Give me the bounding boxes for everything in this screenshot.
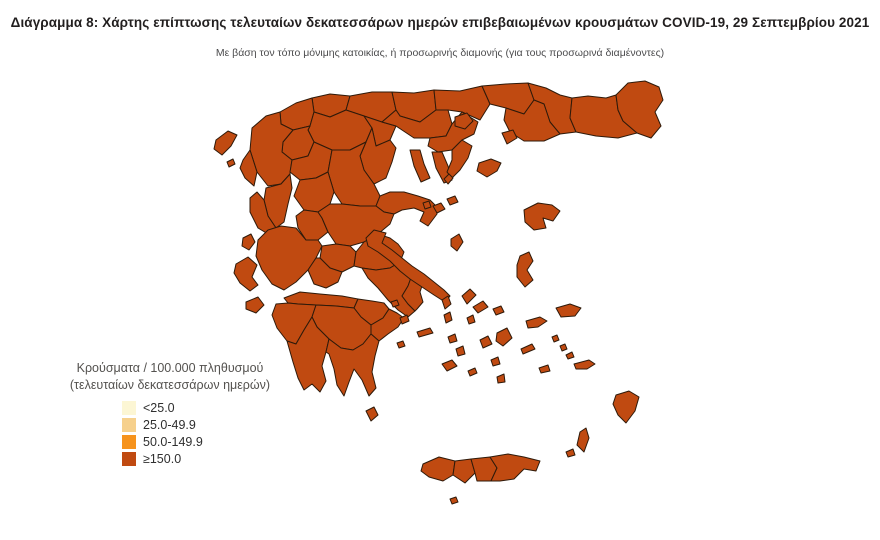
region-rethymno: [452, 458, 476, 484]
region-kalymnos: [565, 351, 575, 360]
figure-title: Διάγραμμα 8: Χάρτης επίπτωσης τελευταίων…: [10, 15, 870, 30]
region-chios: [516, 251, 534, 288]
legend-label-ge150: ≥150.0: [143, 452, 182, 466]
region-naxos: [495, 327, 513, 347]
region-rhodes: [612, 390, 640, 424]
region-amorgos: [520, 343, 536, 355]
region-gavdos: [449, 496, 459, 505]
region-leros: [559, 343, 568, 352]
legend-title: Κρούσματα / 100.000 πληθυσμού (τελευταίω…: [38, 360, 302, 393]
region-ios: [490, 356, 501, 367]
region-evia: [365, 229, 451, 303]
region-hydra: [416, 327, 434, 338]
region-skiathos: [422, 200, 432, 210]
region-syros: [466, 314, 476, 325]
region-skopelos: [432, 202, 446, 214]
region-andros: [461, 288, 477, 305]
region-laconia: [325, 333, 380, 397]
legend-label-lt25: <25.0: [143, 401, 175, 415]
region-kythnos: [443, 311, 453, 324]
region-mykonos: [492, 305, 505, 316]
region-folegandros: [467, 367, 478, 377]
legend-label-25-49: 25.0-49.9: [143, 418, 196, 432]
legend-row: ≥150.0: [122, 452, 302, 466]
region-chania: [420, 456, 456, 482]
region-kasos: [565, 448, 576, 458]
region-sifnos: [455, 345, 466, 357]
region-athos: [446, 139, 473, 179]
region-astypalea: [538, 364, 551, 374]
region-corfu: [213, 130, 238, 156]
region-skyros: [450, 233, 464, 252]
region-magnesia: [375, 191, 438, 227]
region-messinia: [286, 316, 330, 393]
region-ioannina: [249, 111, 294, 187]
region-paxoi: [226, 158, 236, 168]
region-lesvos: [523, 202, 561, 231]
region-samos: [555, 303, 582, 318]
region-limnos: [476, 158, 502, 178]
region-lefkada: [241, 233, 256, 251]
legend-swatch-ge150: [122, 452, 136, 466]
region-kea: [441, 295, 452, 310]
region-thasos: [454, 112, 474, 130]
region-zakynthos: [245, 296, 265, 314]
region-athos-tip: [443, 173, 454, 185]
region-aegina: [399, 314, 410, 325]
legend-row: 50.0-149.9: [122, 435, 302, 449]
region-kassandra: [409, 149, 431, 183]
region-thesprotia: [239, 149, 258, 187]
legend-swatch-lt25: [122, 401, 136, 415]
map-legend: Κρούσματα / 100.000 πληθυσμού (τελευταίω…: [38, 360, 302, 469]
legend-swatch-25-49: [122, 418, 136, 432]
region-kythira: [365, 406, 379, 422]
region-tinos: [472, 300, 489, 314]
region-evros: [615, 80, 664, 139]
region-serifos: [447, 333, 458, 344]
legend-row: 25.0-49.9: [122, 418, 302, 432]
region-santorini: [496, 373, 506, 384]
legend-title-line1: Κρούσματα / 100.000 πληθυσμού: [76, 361, 264, 375]
region-kefalonia: [233, 256, 259, 292]
legend-title-line2: (τελευταίων δεκατεσσάρων ημερών): [69, 377, 271, 392]
region-ikaria: [525, 316, 548, 329]
region-spetses: [396, 340, 406, 349]
region-salamina: [390, 299, 400, 308]
figure-subtitle: Με βάση τον τόπο μόνιμης κατοικίας, ή πρ…: [215, 47, 665, 59]
legend-items: <25.0 25.0-49.9 50.0-149.9 ≥150.0: [122, 401, 302, 466]
region-kavala: [503, 99, 561, 142]
region-samothraki: [501, 129, 518, 145]
region-karpathos: [576, 427, 590, 453]
region-sithonia: [431, 151, 453, 184]
region-fokida: [307, 257, 343, 289]
region-paros: [479, 335, 493, 349]
region-lasithi: [489, 453, 541, 482]
region-kastoria: [279, 97, 315, 131]
legend-swatch-50-149: [122, 435, 136, 449]
region-patmos: [551, 334, 560, 343]
region-kos: [573, 359, 596, 370]
legend-row: <25.0: [122, 401, 302, 415]
region-alonnisos: [446, 195, 459, 206]
region-milos: [441, 359, 458, 372]
legend-label-50-149: 50.0-149.9: [143, 435, 203, 449]
